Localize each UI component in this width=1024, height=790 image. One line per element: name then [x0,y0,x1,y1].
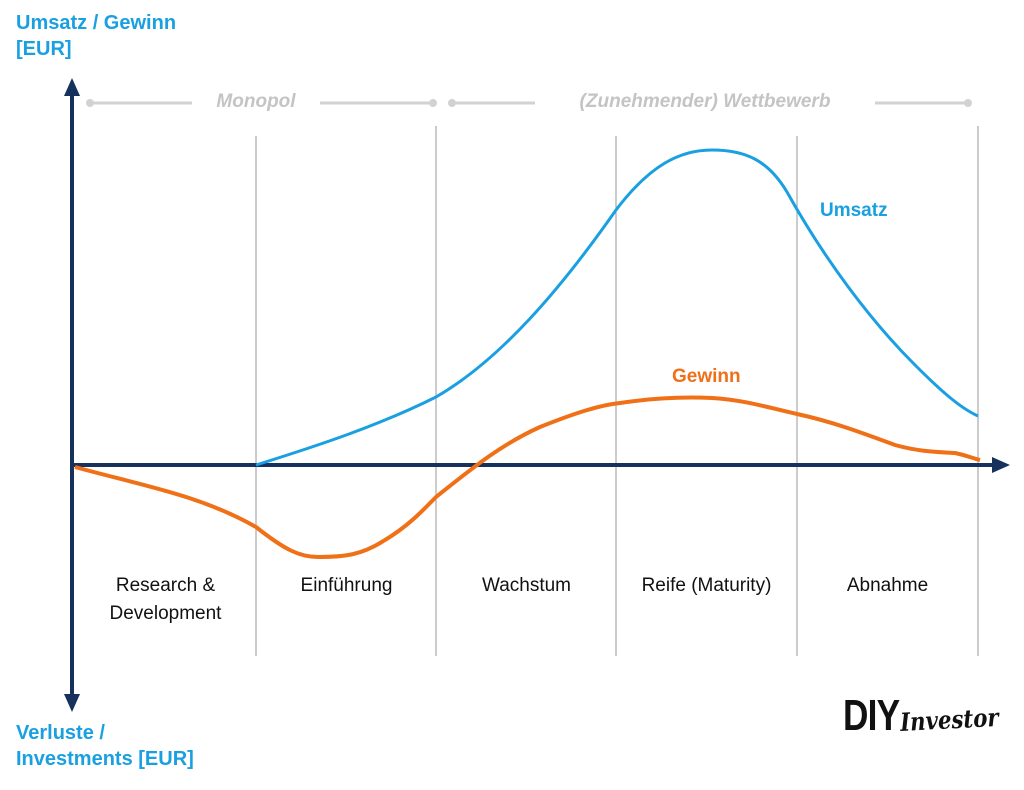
wettbewerb-start-dot [448,99,456,107]
stage-dividers [255,126,979,656]
phase-label-monopol: Monopol [216,91,296,112]
gewinn-label: Gewinn [672,366,741,387]
umsatz-label: Umsatz [820,200,888,221]
diy-investor-logo: DIY Investor [843,688,1017,738]
phase-label-wettbewerb: (Zunehmender) Wettbewerb [579,91,831,112]
axes [64,78,1010,712]
stage-label-einfuehrung: Einführung [300,575,393,596]
logo-diy-text: DIY [843,691,900,740]
monopol-start-dot [86,99,94,107]
y-axis-arrow-up [64,78,80,96]
y-axis-bottom-title: Verluste / Investments [EUR] [16,722,194,770]
stage-label-abnahme: Abnahme [846,575,929,596]
stage-label-research: Research & Development [109,575,222,624]
gewinn-curve [74,395,981,560]
stage-label-reife: Reife (Maturity) [641,575,772,596]
y-axis-arrow-down [64,694,80,712]
monopol-end-dot [429,99,437,107]
stage-label-wachstum: Wachstum [481,575,572,596]
phase-brackets [86,99,972,107]
wettbewerb-end-dot [964,99,972,107]
x-axis-arrow [992,457,1010,473]
umsatz-curve [255,148,979,467]
y-axis-top-title: Umsatz / Gewinn [EUR] [16,12,177,60]
logo-investor-text: Investor [899,702,1000,738]
